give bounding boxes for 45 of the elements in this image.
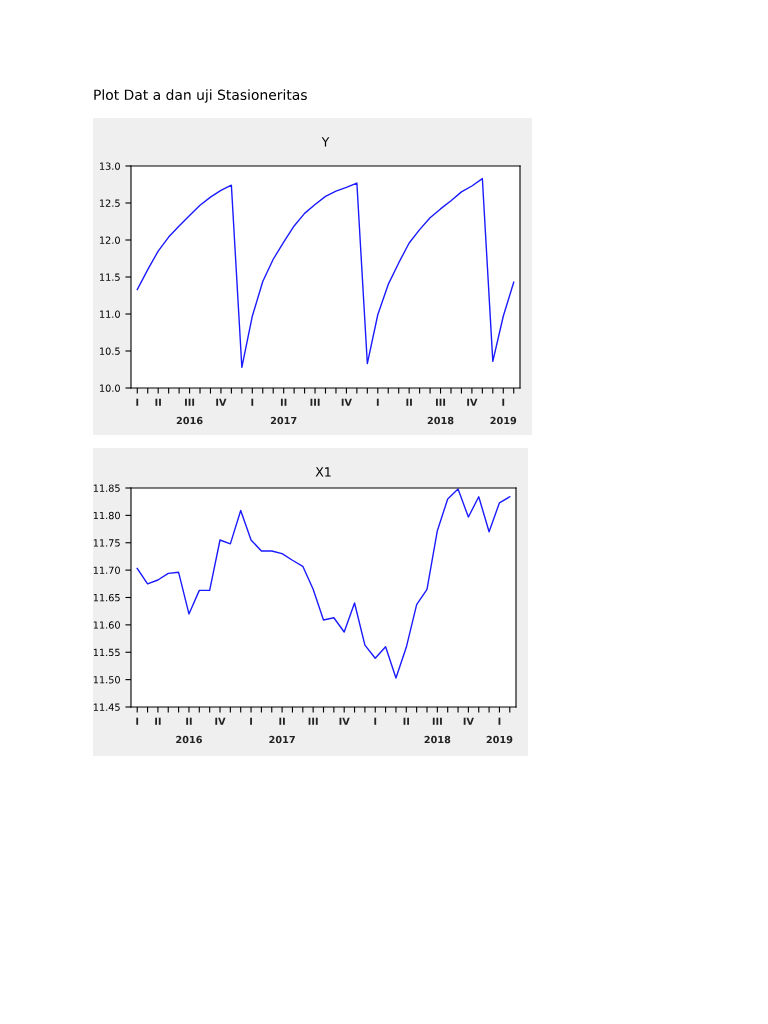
y-tick-label: 11.65 bbox=[93, 593, 120, 602]
x-tick-label: I bbox=[251, 398, 254, 406]
x-tick-label: IV bbox=[467, 398, 478, 406]
chart-title: X1 bbox=[315, 467, 331, 477]
y-tick-label: 13.0 bbox=[100, 162, 120, 170]
x-tick-label: II 2017 bbox=[269, 717, 295, 744]
x-tick-label: I bbox=[136, 717, 139, 725]
x-tick-label: III bbox=[308, 717, 318, 725]
x-tick-label: I bbox=[374, 717, 377, 725]
x-tick-label: II bbox=[155, 717, 161, 725]
x-tick-label: IV bbox=[341, 398, 352, 406]
x-tick-label: III 2018 bbox=[427, 398, 454, 425]
y-tick-label: 12.5 bbox=[100, 199, 120, 207]
x-tick-label: I 2019 bbox=[486, 717, 513, 744]
y-tick-label: 11.45 bbox=[93, 703, 120, 711]
y-tick-label: 11.70 bbox=[93, 566, 120, 574]
y-tick-label: 11.50 bbox=[93, 676, 120, 684]
x-tick-label: III 2016 bbox=[176, 398, 203, 425]
x-tick-label: IV bbox=[339, 717, 350, 725]
x-tick-label: III 2018 bbox=[424, 717, 451, 744]
x-tick-label: I bbox=[136, 398, 139, 406]
x-tick-label: IV bbox=[215, 717, 226, 725]
y-tick-label: 11.80 bbox=[93, 511, 120, 520]
x-tick-label: III bbox=[310, 398, 320, 406]
x-tick-label: I bbox=[250, 717, 252, 725]
y-tick-label: 11.5 bbox=[100, 273, 120, 281]
x-tick-label: II bbox=[406, 398, 412, 406]
text: Plot Dat a dan uji Stasioneritas bbox=[94, 89, 307, 103]
x-tick-label: IV bbox=[463, 717, 474, 725]
y-tick-label: 10.5 bbox=[100, 347, 120, 355]
x-tick-label: II bbox=[403, 717, 410, 725]
y-tick-label: 11.85 bbox=[93, 484, 120, 492]
y-tick-label: 12.0 bbox=[100, 236, 120, 244]
x-tick-label: IV bbox=[216, 398, 227, 406]
chart-title: Y bbox=[321, 137, 330, 147]
x-tick-label: I 2019 bbox=[490, 398, 517, 425]
y-tick-label: 11.75 bbox=[93, 539, 120, 547]
x-tick-label: II 2016 bbox=[176, 717, 202, 744]
x-tick-label: I bbox=[376, 398, 379, 406]
y-tick-label: 11.0 bbox=[100, 310, 120, 318]
y-tick-label: 11.55 bbox=[93, 648, 120, 657]
x-tick-label: II bbox=[155, 398, 161, 406]
y-tick-label: 10.0 bbox=[100, 384, 120, 392]
y-tick-label: 11.60 bbox=[93, 621, 120, 629]
x-tick-label: II 2017 bbox=[270, 398, 297, 425]
